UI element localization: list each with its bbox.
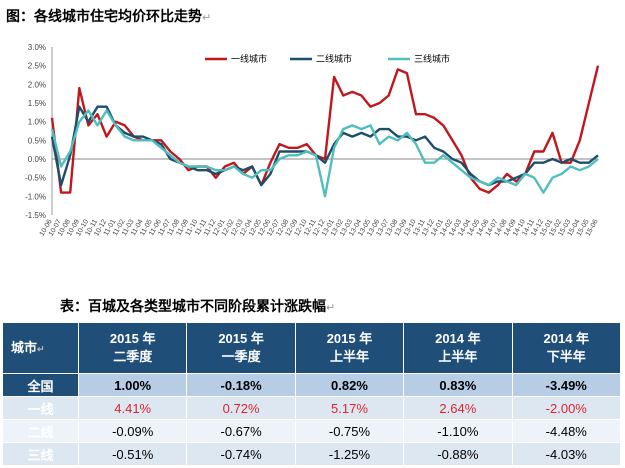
table-header-row: 城市↵ 2015 年二季度 2015 年一季度 2015 年上半年 2014 年…	[2, 322, 622, 374]
series-line-3	[50, 109, 599, 198]
price-trend-chart: 3.0% 2.5% 2.0% 1.5% 1.0% 0.5% 0.0% -0.5% -1.0% -1…	[25, 43, 600, 238]
table-cell: 2.64%	[403, 396, 513, 420]
table-row-tier2: 二线 -0.09% -0.67% -0.75% -1.10% -4.48%	[2, 419, 622, 443]
table-cell: -4.48%	[511, 419, 622, 443]
table-cell: 0.83%	[403, 373, 513, 397]
series-line-1	[50, 65, 600, 194]
y-tick-label: 0.5%	[28, 136, 46, 145]
series-line-2	[50, 105, 599, 187]
table-cell: 0.72%	[186, 396, 296, 420]
col-header-2: 2015 年一季度	[186, 322, 296, 374]
col-header-3: 2015 年上半年	[294, 322, 405, 374]
y-tick-label: 1.0%	[28, 118, 46, 127]
figure-title: 图：各线城市住宅均价环比走势↵	[6, 9, 212, 25]
table-row-tier1: 一线 4.41% 0.72% 5.17% 2.64% -2.00%	[2, 396, 622, 420]
y-tick-label: 0.0%	[28, 155, 46, 164]
price-change-table: 城市↵ 2015 年二季度 2015 年一季度 2015 年上半年 2014 年…	[2, 322, 622, 466]
col-header-5: 2014 年下半年	[511, 322, 622, 374]
table-cell: -0.75%	[294, 419, 405, 443]
row-label: 二线	[2, 419, 79, 443]
table-cell: -0.51%	[77, 442, 188, 466]
y-tick-label: -1.5%	[25, 211, 46, 220]
row-label: 一线	[2, 396, 79, 420]
row-label: 三线	[2, 442, 79, 466]
legend-label-3: 三线城市	[414, 53, 450, 65]
table-row-tier3: 三线 -0.51% -0.74% -1.25% -0.88% -4.03%	[2, 442, 622, 466]
y-tick-label: -1.0%	[25, 192, 46, 201]
table-row-national: 全国 1.00% -0.18% 0.82% 0.83% -3.49%	[2, 373, 622, 397]
table-cell: -1.25%	[294, 442, 405, 466]
y-tick-label: -0.5%	[25, 174, 46, 183]
y-tick-label: 1.5%	[28, 99, 46, 108]
table-cell: -0.09%	[77, 419, 188, 443]
table-cell: -0.18%	[186, 373, 296, 397]
row-label: 全国	[2, 373, 79, 397]
table-cell: -0.67%	[186, 419, 296, 443]
table-cell: -2.00%	[511, 396, 622, 420]
table-cell: 4.41%	[77, 396, 188, 420]
y-tick-label: 2.5%	[28, 62, 46, 71]
legend-label-1: 一线城市	[231, 53, 267, 65]
table-cell: -4.03%	[511, 442, 622, 466]
table-title: 表：百城及各类型城市不同阶段累计涨跌幅↵	[60, 299, 336, 315]
table-cell: 5.17%	[294, 396, 405, 420]
y-tick-label: 2.0%	[28, 80, 46, 89]
col-header-4: 2014 年上半年	[403, 322, 513, 374]
col-header-1: 2015 年二季度	[77, 322, 188, 374]
table-cell: -0.88%	[403, 442, 513, 466]
table-cell: -1.10%	[403, 419, 513, 443]
legend-label-2: 二线城市	[316, 53, 352, 65]
table-cell: -3.49%	[511, 373, 622, 397]
table-cell: 0.82%	[294, 373, 405, 397]
table-corner-header: 城市↵	[2, 322, 79, 374]
table-cell: -0.74%	[186, 442, 296, 466]
y-tick-label: 3.0%	[28, 43, 46, 52]
table-cell: 1.00%	[77, 373, 188, 397]
